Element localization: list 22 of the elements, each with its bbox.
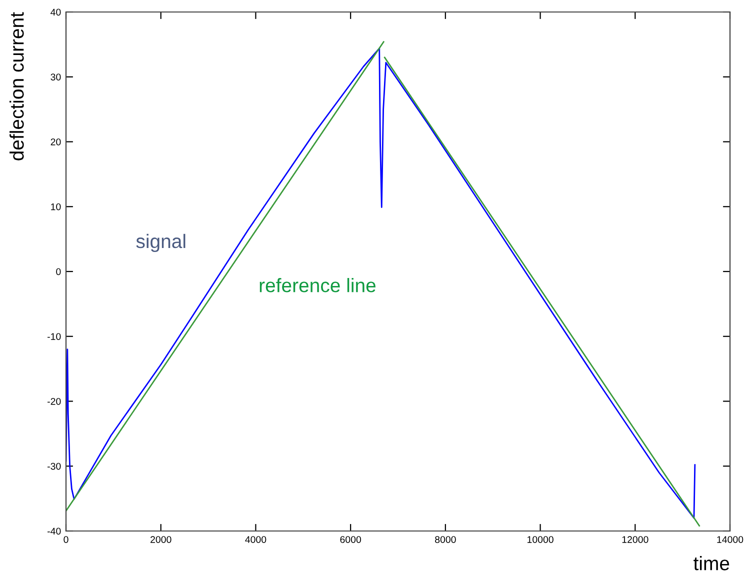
y-tick-label: 0 (56, 268, 61, 276)
y-tick-label: -20 (48, 398, 61, 405)
y-tick-label: 20 (50, 138, 61, 146)
y-tick-label: 30 (50, 74, 61, 80)
y-axis-title: deflection current (10, 12, 24, 160)
y-tick-label: -40 (48, 528, 61, 535)
text: signal (136, 234, 186, 252)
x-tick-label: 8000 (435, 536, 456, 543)
y-tick-label: 40 (50, 8, 61, 16)
x-tick-label: 12000 (622, 536, 648, 543)
x-tick-label: 2000 (150, 536, 172, 543)
line-series (66, 48, 696, 519)
series-label: reference line (260, 278, 376, 292)
x-tick-label: 10000 (528, 536, 554, 543)
y-tick-label: -30 (48, 462, 61, 470)
x-tick-label: 14000 (717, 536, 744, 543)
x-tick-label: 6000 (340, 536, 362, 543)
x-tick-label: 4000 (245, 536, 266, 543)
x-tick-label: 0 (64, 536, 68, 543)
y-tick-label: -10 (48, 333, 61, 340)
x-axis-title: time (694, 556, 730, 570)
y-tick-label: 10 (51, 203, 61, 210)
